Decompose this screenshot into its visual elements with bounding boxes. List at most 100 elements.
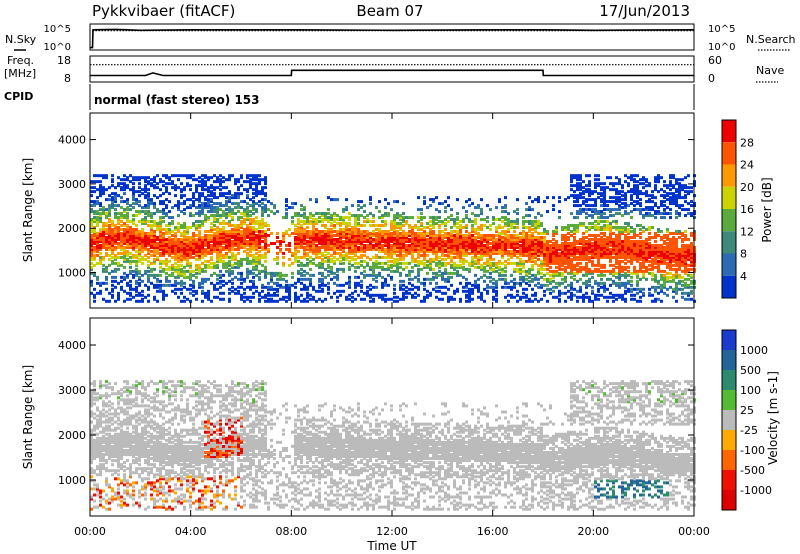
heatmap-cell [237, 239, 240, 243]
heatmap-cell [558, 243, 561, 247]
heatmap-cell [108, 214, 111, 218]
heatmap-cell [138, 239, 141, 243]
heatmap-cell [312, 257, 315, 261]
heatmap-cell [180, 182, 183, 186]
heatmap-cell [162, 269, 165, 273]
heatmap-cell [99, 174, 102, 178]
heatmap-cell [297, 220, 300, 224]
heatmap-cell [516, 218, 519, 222]
heatmap-cell [492, 218, 495, 222]
heatmap-cell [420, 247, 423, 251]
heatmap-cell [492, 216, 495, 220]
heatmap-cell [438, 289, 441, 293]
heatmap-cell [321, 273, 324, 277]
heatmap-cell [459, 241, 462, 245]
heatmap-cell [144, 180, 147, 184]
heatmap-cell [522, 220, 525, 224]
heatmap-cell [369, 198, 372, 202]
heatmap-cell [462, 233, 465, 237]
heatmap-cell [180, 249, 183, 253]
heatmap-cell [297, 259, 300, 263]
heatmap-cell [270, 202, 273, 206]
heatmap-cell [294, 255, 297, 259]
heatmap-cell [177, 267, 180, 271]
heatmap-cell [312, 228, 315, 232]
heatmap-cell [411, 230, 414, 233]
heatmap-cell [312, 214, 315, 218]
heatmap-cell [183, 194, 186, 198]
heatmap-cell [150, 178, 153, 182]
heatmap-cell [582, 295, 585, 299]
heatmap-cell [432, 233, 435, 237]
heatmap-cell [417, 293, 420, 297]
heatmap-cell [552, 257, 555, 261]
heatmap-cell [102, 210, 105, 214]
heatmap-cell [213, 263, 216, 267]
heatmap-cell [99, 237, 102, 241]
heatmap-cell [369, 243, 372, 247]
heatmap-cell [129, 231, 132, 235]
heatmap-cell [534, 226, 537, 230]
heatmap-cell [279, 275, 282, 279]
heatmap-cell [237, 247, 240, 251]
heatmap-cell [375, 206, 378, 210]
heatmap-cell [183, 299, 186, 303]
heatmap-cell [468, 218, 471, 222]
heatmap-cell [477, 226, 480, 230]
heatmap-cell [384, 279, 387, 283]
heatmap-cell [600, 271, 603, 275]
heatmap-cell [345, 281, 348, 285]
heatmap-cell [93, 233, 96, 237]
heatmap-cell [135, 214, 138, 218]
heatmap-cell [90, 204, 93, 208]
heatmap-cell [243, 231, 246, 235]
heatmap-cell [468, 231, 471, 235]
heatmap-cell [213, 233, 216, 237]
heatmap-cell [207, 259, 210, 263]
heatmap-cell [462, 265, 465, 269]
heatmap-cell [129, 237, 132, 241]
heatmap-cell [165, 206, 168, 210]
heatmap-cell [378, 265, 381, 269]
heatmap-cell [252, 267, 255, 271]
heatmap-cell [606, 237, 609, 241]
heatmap-cell [207, 186, 210, 190]
heatmap-cell [357, 281, 360, 285]
heatmap-cell [492, 239, 495, 243]
heatmap-cell [144, 188, 147, 192]
heatmap-cell [264, 269, 267, 273]
heatmap-cell [582, 247, 585, 251]
heatmap-cell [216, 196, 219, 200]
heatmap-cell [234, 206, 237, 210]
heatmap-cell [405, 251, 408, 255]
heatmap-cell [498, 235, 501, 239]
heatmap-cell [576, 289, 579, 293]
heatmap-cell [522, 224, 525, 228]
heatmap-cell [117, 233, 120, 237]
heatmap-cell [444, 249, 447, 253]
heatmap-cell [159, 200, 162, 204]
heatmap-cell [156, 210, 159, 214]
heatmap-cell [144, 269, 147, 273]
heatmap-cell [453, 233, 456, 237]
heatmap-cell [372, 247, 375, 251]
heatmap-cell [189, 174, 192, 178]
heatmap-cell [417, 247, 420, 251]
heatmap-cell [276, 255, 279, 259]
heatmap-cell [195, 224, 198, 228]
heatmap-cell [168, 176, 171, 180]
heatmap-cell [330, 265, 333, 269]
heatmap-cell [345, 208, 348, 212]
heatmap-cell [609, 291, 612, 295]
heatmap-cell [402, 241, 405, 245]
heatmap-cell [99, 186, 102, 190]
heatmap-cell [261, 178, 264, 182]
heatmap-cell [582, 224, 585, 228]
heatmap-cell [570, 283, 573, 287]
heatmap-cell [105, 224, 108, 228]
heatmap-cell [333, 237, 336, 241]
heatmap-cell [369, 196, 372, 200]
heatmap-cell [351, 226, 354, 230]
heatmap-cell [255, 241, 258, 245]
heatmap-cell [366, 289, 369, 293]
